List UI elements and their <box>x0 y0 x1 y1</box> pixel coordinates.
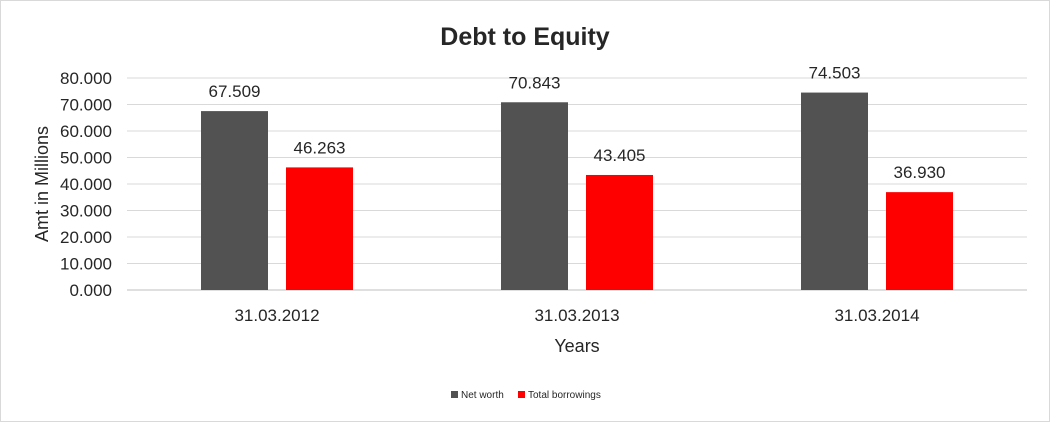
data-label: 67.509 <box>209 82 261 101</box>
x-axis-label: Years <box>554 336 599 356</box>
gridlines <box>127 77 1027 291</box>
y-tick-label: 0.000 <box>69 281 112 300</box>
y-tick-label: 10.000 <box>60 255 112 274</box>
net-worth-bar <box>201 111 268 290</box>
data-label: 43.405 <box>594 146 646 165</box>
y-tick-label: 30.000 <box>60 202 112 221</box>
data-labels: 67.509 46.263 70.843 43.405 74.503 36.930 <box>209 64 946 183</box>
x-axis-ticks: 31.03.2012 31.03.2013 31.03.2014 <box>234 306 919 325</box>
legend-swatch <box>518 391 525 398</box>
total-borrowings-bar <box>886 192 953 290</box>
x-tick-label: 31.03.2013 <box>534 306 619 325</box>
y-axis-ticks: 0.000 10.000 20.000 30.000 40.000 50.000 60.00… <box>60 69 112 300</box>
y-tick-label: 50.000 <box>60 149 112 168</box>
total-borrowings-bar <box>586 174 653 290</box>
net-worth-bar <box>501 102 568 290</box>
data-label: 46.263 <box>294 138 346 157</box>
total-borrowings-bar <box>286 167 353 290</box>
y-tick-label: 40.000 <box>60 175 112 194</box>
data-label: 70.843 <box>509 73 561 92</box>
legend-label: Net worth <box>461 390 504 401</box>
data-label: 36.930 <box>894 163 946 182</box>
y-axis-label: Amt in Millions <box>32 126 52 242</box>
legend-swatch <box>451 391 458 398</box>
x-tick-label: 31.03.2014 <box>834 306 919 325</box>
bars <box>201 92 953 290</box>
y-tick-label: 70.000 <box>60 96 112 115</box>
y-tick-label: 60.000 <box>60 122 112 141</box>
y-tick-label: 20.000 <box>60 228 112 247</box>
x-tick-label: 31.03.2012 <box>234 306 319 325</box>
chart-title: Debt to Equity <box>440 23 610 51</box>
data-label: 74.503 <box>809 64 861 83</box>
legend: Net worth Total borrowings <box>451 390 601 401</box>
legend-label: Total borrowings <box>528 390 601 401</box>
y-tick-label: 80.000 <box>60 69 112 88</box>
net-worth-bar <box>801 92 868 290</box>
